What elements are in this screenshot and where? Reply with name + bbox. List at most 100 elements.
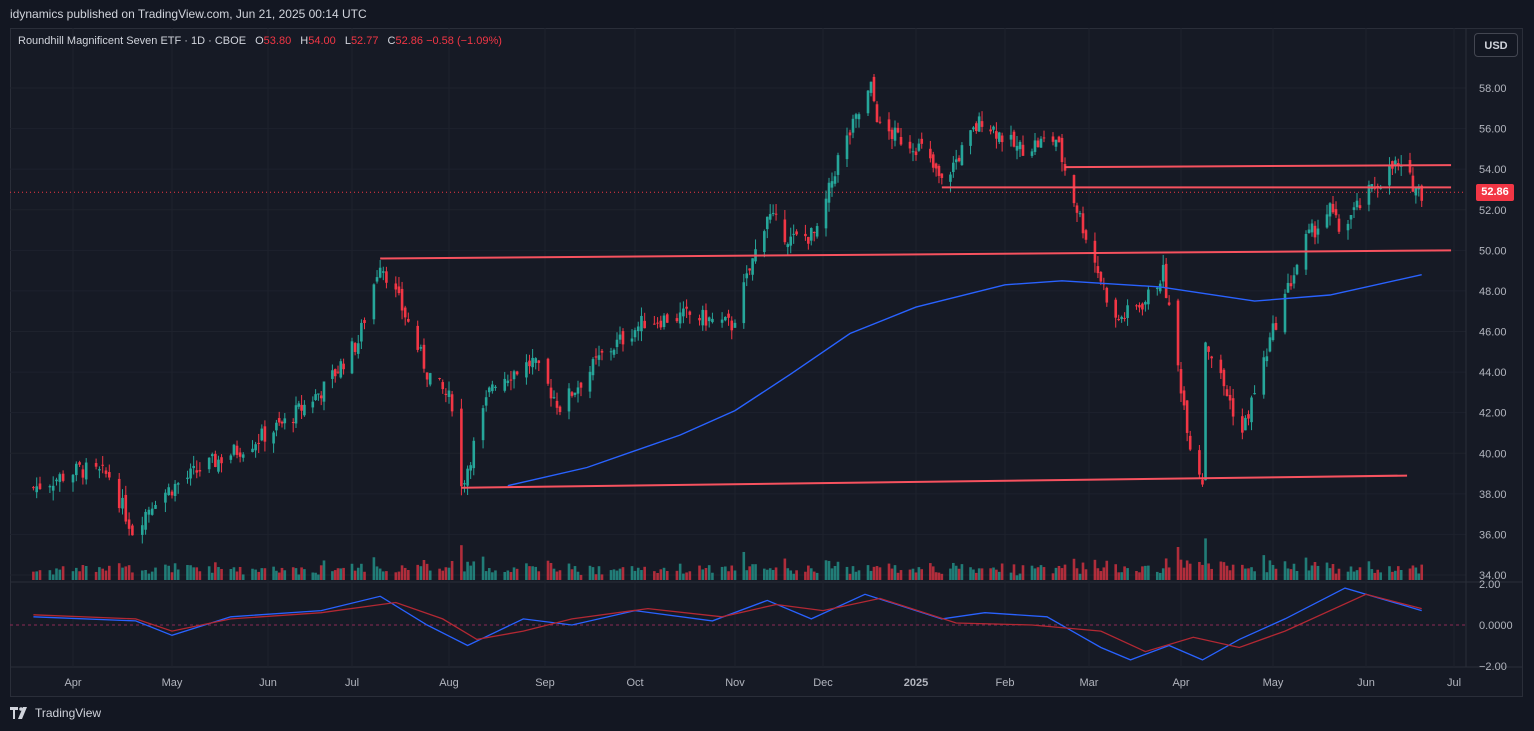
candle-body xyxy=(144,511,147,530)
candle-body xyxy=(1021,144,1025,156)
volume-bar xyxy=(774,567,778,580)
volume-bar xyxy=(1075,568,1079,580)
candle-body xyxy=(1188,435,1192,450)
candle-body xyxy=(339,361,343,378)
volume-bar xyxy=(229,568,233,580)
volume-bar xyxy=(745,570,749,580)
candle-body xyxy=(447,390,451,397)
volume-bar xyxy=(1081,562,1085,580)
volume-bar xyxy=(1033,568,1037,580)
time-tick-label: Oct xyxy=(626,677,643,689)
volume-bar xyxy=(1167,567,1171,580)
volume-bar xyxy=(701,569,705,580)
volume-bar xyxy=(189,565,192,580)
candle-body xyxy=(71,474,75,483)
volume-bar xyxy=(263,568,267,580)
candle-body xyxy=(176,483,180,485)
volume-bar xyxy=(1231,564,1235,580)
candle-body xyxy=(588,371,592,392)
candle-body xyxy=(1198,450,1201,475)
volume-bar xyxy=(1337,568,1341,580)
candle-body xyxy=(1307,229,1311,234)
volume-bar xyxy=(588,565,592,580)
indicator-tick-label: −2.00 xyxy=(1479,661,1507,673)
indicator-tick-label: 0.0000 xyxy=(1479,620,1513,632)
volume-bar xyxy=(144,569,147,580)
candle-body xyxy=(217,459,220,472)
chart-frame[interactable] xyxy=(10,28,1523,697)
volume-bar xyxy=(1000,563,1004,580)
volume-bar xyxy=(630,566,634,580)
volume-bar xyxy=(444,567,448,580)
volume-bar xyxy=(579,574,583,580)
candle-body xyxy=(58,474,62,482)
volume-bar xyxy=(1411,565,1415,580)
candle-body xyxy=(61,473,65,481)
time-tick-label: Mar xyxy=(1080,677,1099,689)
volume-bar xyxy=(1222,562,1226,580)
volume-bar xyxy=(339,568,343,580)
candle-body xyxy=(1241,416,1244,433)
volume-bar xyxy=(1099,571,1103,580)
candle-body xyxy=(333,369,337,377)
candle-body xyxy=(854,114,858,119)
candle-body xyxy=(1420,185,1424,201)
time-tick-label: Nov xyxy=(725,677,745,689)
candle-body xyxy=(472,440,476,469)
price-tick-label: 50.00 xyxy=(1479,245,1507,257)
volume-bar xyxy=(1102,567,1106,580)
candle-body xyxy=(375,277,379,282)
volume-bar xyxy=(61,566,65,580)
volume-bar xyxy=(1185,560,1189,580)
candle-body xyxy=(698,317,701,321)
volume-bar xyxy=(314,572,317,580)
volume-bar xyxy=(55,568,58,580)
candle-body xyxy=(600,350,604,353)
price-tick-label: 54.00 xyxy=(1479,164,1507,176)
candle-body xyxy=(549,387,553,399)
candle-body xyxy=(1093,240,1097,263)
volume-bar xyxy=(1141,566,1144,580)
volume-bar xyxy=(1225,565,1229,580)
candle-body xyxy=(633,330,637,338)
volume-bar xyxy=(875,566,879,580)
volume-bar xyxy=(350,563,354,580)
volume-bar xyxy=(353,570,357,580)
volume-bar xyxy=(704,567,708,580)
volume-bar xyxy=(121,567,124,580)
candle-body xyxy=(597,355,601,360)
candle-body xyxy=(78,462,81,465)
candle-body xyxy=(1164,263,1168,298)
currency-button[interactable]: USD xyxy=(1474,33,1518,57)
candle-body xyxy=(1250,397,1253,423)
volume-bar xyxy=(1346,571,1350,580)
candle-body xyxy=(127,519,131,529)
volume-bar xyxy=(720,566,724,580)
candle-body xyxy=(317,393,320,395)
volume-bar xyxy=(1292,563,1296,580)
candle-body xyxy=(94,463,98,467)
volume-bar xyxy=(1201,564,1204,580)
volume-bar xyxy=(1060,568,1064,580)
volume-bar xyxy=(576,571,580,580)
candle-body xyxy=(1042,137,1046,139)
volume-bar xyxy=(688,571,692,580)
volume-bar xyxy=(425,563,429,580)
volume-bar xyxy=(974,572,978,580)
candle-body xyxy=(481,408,485,441)
candle-layer xyxy=(32,74,1424,544)
volume-bar xyxy=(1126,568,1129,580)
volume-bar xyxy=(238,566,242,580)
candle-body xyxy=(1231,398,1235,417)
volume-bar xyxy=(378,568,382,580)
candle-body xyxy=(438,377,441,379)
volume-bar xyxy=(804,571,807,580)
candle-body xyxy=(1352,207,1356,211)
volume-bar xyxy=(878,567,882,580)
candle-body xyxy=(621,331,625,345)
candle-body xyxy=(720,319,724,323)
candle-body xyxy=(491,384,494,392)
tradingview-brand[interactable]: TradingView xyxy=(10,706,101,720)
candle-body xyxy=(484,397,488,406)
